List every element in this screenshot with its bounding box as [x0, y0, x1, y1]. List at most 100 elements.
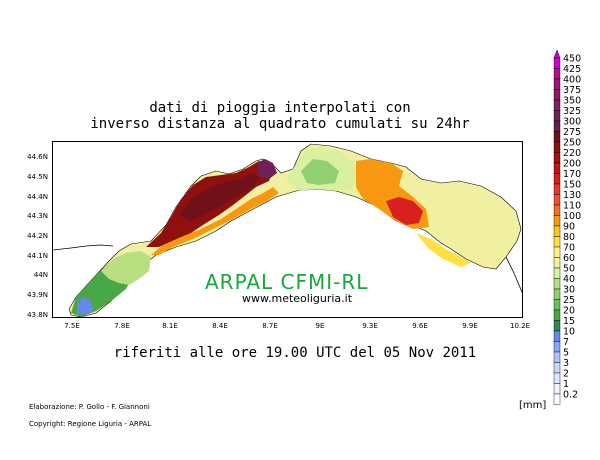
rain-zone-east-yellow [416, 233, 471, 267]
legend-swatch [553, 152, 561, 164]
legend-swatch [553, 362, 561, 374]
rain-zone-purple [257, 159, 277, 179]
legend-swatch [553, 320, 561, 332]
legend-swatch [553, 110, 561, 122]
legend-swatch [553, 299, 561, 311]
map-title-line2: inverso distanza al quadrato cumulati su… [90, 116, 470, 132]
legend-arrow [553, 50, 561, 59]
legend-level-label: 40 [563, 274, 575, 285]
legend-swatch [553, 341, 561, 353]
legend-level-label: 20 [563, 306, 575, 317]
legend-level-label: 425 [563, 64, 581, 75]
lat-label: 43.9N [27, 291, 48, 299]
legend-swatch [553, 288, 561, 300]
legend-swatch [553, 225, 561, 237]
legend-swatch [553, 393, 561, 405]
legend-swatch [553, 383, 561, 395]
lon-label: 8.4E [212, 322, 228, 330]
legend-level-label: 200 [563, 159, 581, 170]
legend-level-label: 325 [563, 106, 581, 117]
map-title-line1: dati di pioggia interpolati con [149, 100, 411, 116]
lon-label: 7.5E [64, 322, 80, 330]
lat-label: 44.6N [27, 153, 48, 161]
color-legend: 4504254003753503253002752502202001701501… [553, 50, 581, 405]
legend-level-label: 90 [563, 222, 575, 233]
legend-level-label: 375 [563, 85, 581, 96]
rain-zone-blue [77, 297, 93, 315]
legend-swatch [553, 120, 561, 132]
legend-level-label: 350 [563, 96, 581, 107]
lat-label: 44.2N [27, 232, 48, 240]
legend-swatch [553, 173, 561, 185]
credit-authors: Elaborazione: P. Gollo - F. Giannoni [29, 403, 150, 411]
coastline-east [505, 256, 522, 294]
legend-swatch [553, 267, 561, 279]
rain-zone-east-red [386, 197, 423, 225]
lon-label: 8.7E [262, 322, 278, 330]
legend-level-label: 50 [563, 264, 575, 275]
legend-swatch [553, 215, 561, 227]
legend-level-label: 3 [563, 358, 569, 369]
unit-label: [mm] [519, 400, 547, 411]
legend-level-label: 170 [563, 169, 581, 180]
lat-label: 43.8N [27, 311, 48, 319]
legend-level-label: 450 [563, 54, 581, 65]
legend-swatch [553, 194, 561, 206]
legend-swatch [553, 278, 561, 290]
lat-label: 44.5N [27, 173, 48, 181]
legend-swatch [553, 78, 561, 90]
rain-zone-genova-mid [301, 159, 339, 185]
rainfall-map [53, 142, 522, 317]
lon-label: 7.8E [114, 322, 130, 330]
legend-level-label: 150 [563, 180, 581, 191]
lat-label: 44.1N [27, 252, 48, 260]
legend-swatch [553, 204, 561, 216]
legend-level-label: 7 [563, 337, 569, 348]
legend-swatch [553, 351, 561, 363]
legend-swatch [553, 89, 561, 101]
legend-swatch [553, 68, 561, 80]
map-subtitle: riferiti alle ore 19.00 UTC del 05 Nov 2… [113, 345, 477, 361]
legend-swatch [553, 141, 561, 153]
legend-level-label: 2 [563, 369, 569, 380]
lon-label: 9.6E [412, 322, 428, 330]
legend-level-label: 250 [563, 138, 581, 149]
lon-label: 10.2E [509, 322, 530, 330]
website-label: www.meteoliguria.it [242, 292, 353, 305]
lon-label: 8.1E [162, 322, 178, 330]
legend-level-label: 60 [563, 253, 575, 264]
credit-copyright: Copyright: Regione Liguria - ARPAL [29, 420, 152, 428]
legend-level-label: 130 [563, 190, 581, 201]
legend-level-label: 300 [563, 117, 581, 128]
legend-level-label: 0.2 [563, 390, 578, 401]
legend-level-label: 30 [563, 285, 575, 296]
legend-level-label: 400 [563, 75, 581, 86]
legend-level-label: 100 [563, 211, 581, 222]
legend-swatch [553, 309, 561, 321]
legend-level-label: 15 [563, 316, 575, 327]
legend-level-label: 70 [563, 243, 575, 254]
arpal-watermark: ARPAL CFMI-RL [205, 270, 369, 294]
rain-zone-central-orange [151, 187, 279, 255]
legend-level-label: 220 [563, 148, 581, 159]
legend-swatch [553, 99, 561, 111]
liguria-region [68, 143, 522, 317]
lon-label: 9.3E [362, 322, 378, 330]
legend-level-label: 110 [563, 201, 581, 212]
lat-label: 44.4N [27, 193, 48, 201]
legend-swatch [553, 183, 561, 195]
legend-level-label: 1 [563, 379, 569, 390]
lon-label: 9E [315, 322, 325, 330]
legend-swatch [553, 372, 561, 384]
rain-zone-central-core [179, 173, 259, 221]
legend-swatch [553, 246, 561, 258]
legend-level-label: 80 [563, 232, 575, 243]
legend-swatch [553, 257, 561, 269]
legend-level-label: 5 [563, 348, 569, 359]
lat-label: 44.3N [27, 212, 48, 220]
map-frame [52, 141, 523, 318]
legend-swatch [553, 162, 561, 174]
legend-swatch [553, 330, 561, 342]
legend-swatch [553, 236, 561, 248]
legend-level-label: 275 [563, 127, 581, 138]
